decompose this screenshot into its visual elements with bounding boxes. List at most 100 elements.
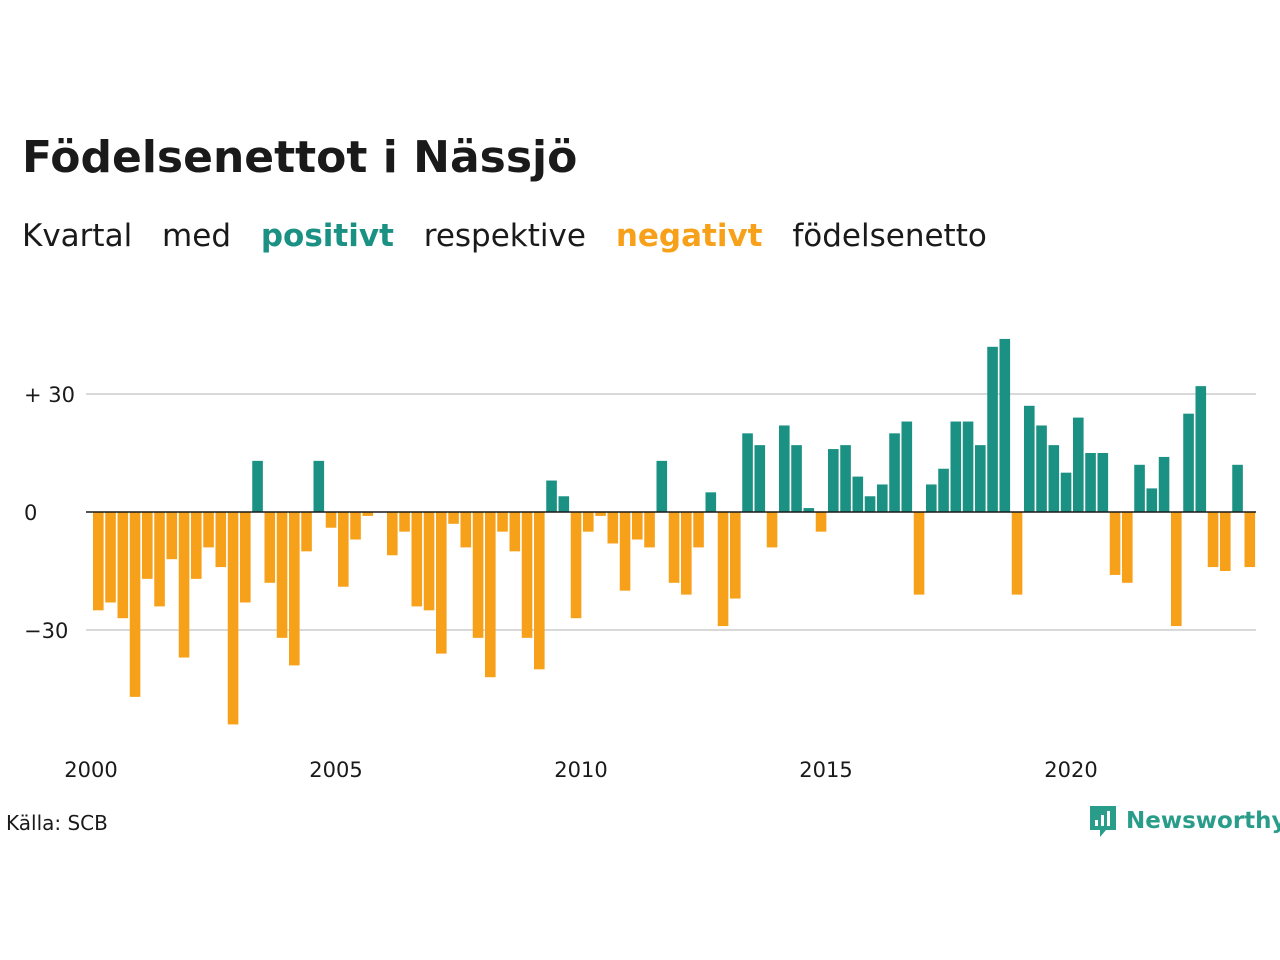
bar xyxy=(142,512,153,579)
y-tick-label: 0 xyxy=(24,501,37,525)
bar xyxy=(681,512,692,595)
bar xyxy=(1183,413,1194,512)
bar xyxy=(289,512,300,666)
brand-name: Newsworthy xyxy=(1126,808,1280,834)
bar xyxy=(656,460,668,512)
subtitle-fodelsenetto: födelsenetto xyxy=(792,218,987,254)
bar xyxy=(399,512,410,532)
bar xyxy=(154,512,165,607)
bar xyxy=(264,512,276,583)
bar xyxy=(411,512,423,607)
bar xyxy=(962,421,974,512)
bar xyxy=(215,512,227,568)
bar xyxy=(913,512,925,595)
bar xyxy=(350,512,361,540)
bar xyxy=(423,512,435,611)
bar xyxy=(1158,456,1170,512)
bar xyxy=(901,421,913,512)
bar xyxy=(852,476,864,512)
bar xyxy=(93,512,104,611)
bar xyxy=(1244,512,1256,568)
subtitle-negative: negativt xyxy=(615,218,763,254)
bar xyxy=(472,512,484,638)
bar xyxy=(791,445,802,512)
bar xyxy=(644,512,655,548)
bar xyxy=(570,512,582,619)
bar xyxy=(877,484,888,512)
bar xyxy=(240,512,251,603)
bar xyxy=(864,496,876,512)
bar xyxy=(485,512,496,678)
bar xyxy=(448,512,459,524)
bar xyxy=(595,512,606,516)
bar xyxy=(460,512,472,548)
newsworthy-brand: Newsworthy xyxy=(1088,803,1280,839)
bar xyxy=(742,433,753,512)
bar xyxy=(619,512,631,591)
bar xyxy=(362,512,374,516)
y-tick-label: + 30 xyxy=(24,383,75,407)
bar xyxy=(828,449,839,512)
bar xyxy=(521,512,533,638)
bar xyxy=(730,512,741,599)
subtitle-med: med xyxy=(162,218,231,254)
bar xyxy=(191,512,202,579)
bar xyxy=(1085,453,1096,512)
bar xyxy=(926,484,937,512)
bar xyxy=(313,460,325,512)
bar xyxy=(779,425,790,512)
subtitle-positive: positivt xyxy=(260,218,394,254)
y-tick-label: −30 xyxy=(24,619,68,643)
bar xyxy=(815,512,827,532)
bar xyxy=(632,512,643,540)
bar xyxy=(105,512,116,603)
bar xyxy=(387,512,398,556)
bar xyxy=(889,433,900,512)
bar xyxy=(1097,453,1109,512)
bar xyxy=(1109,512,1121,575)
bar xyxy=(252,460,263,512)
bar xyxy=(938,468,949,512)
bar xyxy=(497,512,508,532)
bar xyxy=(950,421,962,512)
x-tick-label: 2020 xyxy=(1044,758,1097,782)
bar xyxy=(803,508,815,512)
bar xyxy=(129,512,141,697)
bar xyxy=(546,480,557,512)
bar xyxy=(754,445,766,512)
bar xyxy=(117,512,129,619)
bar xyxy=(583,512,594,532)
bar xyxy=(1122,512,1133,583)
bar xyxy=(338,512,349,587)
subtitle-kvartal: Kvartal xyxy=(22,218,133,254)
bar xyxy=(1036,425,1047,512)
chart-subtitle: Kvartal med positivt respektive negativt… xyxy=(22,218,1005,254)
x-tick-label: 2005 xyxy=(309,758,362,782)
bar xyxy=(717,512,729,627)
bar xyxy=(1060,472,1072,512)
chart-title: Födelsenettot i Nässjö xyxy=(22,132,578,183)
bar xyxy=(999,338,1011,512)
bar xyxy=(1232,464,1243,512)
bar xyxy=(987,346,998,512)
bar xyxy=(668,512,680,583)
bar xyxy=(1171,512,1182,627)
bar xyxy=(325,512,337,528)
bar xyxy=(227,512,239,725)
bar xyxy=(203,512,214,548)
bar xyxy=(1011,512,1023,595)
x-tick-label: 2015 xyxy=(799,758,852,782)
bar xyxy=(766,512,778,548)
x-tick-label: 2010 xyxy=(554,758,607,782)
source-note: Källa: SCB xyxy=(6,811,108,835)
bar xyxy=(166,512,178,560)
bar xyxy=(534,512,545,670)
bar xyxy=(1146,488,1158,512)
bar xyxy=(436,512,447,654)
bar xyxy=(1073,417,1084,512)
newsworthy-logo-icon xyxy=(1090,806,1116,837)
bar xyxy=(975,445,986,512)
bar xyxy=(705,492,717,512)
bar xyxy=(1024,405,1035,512)
